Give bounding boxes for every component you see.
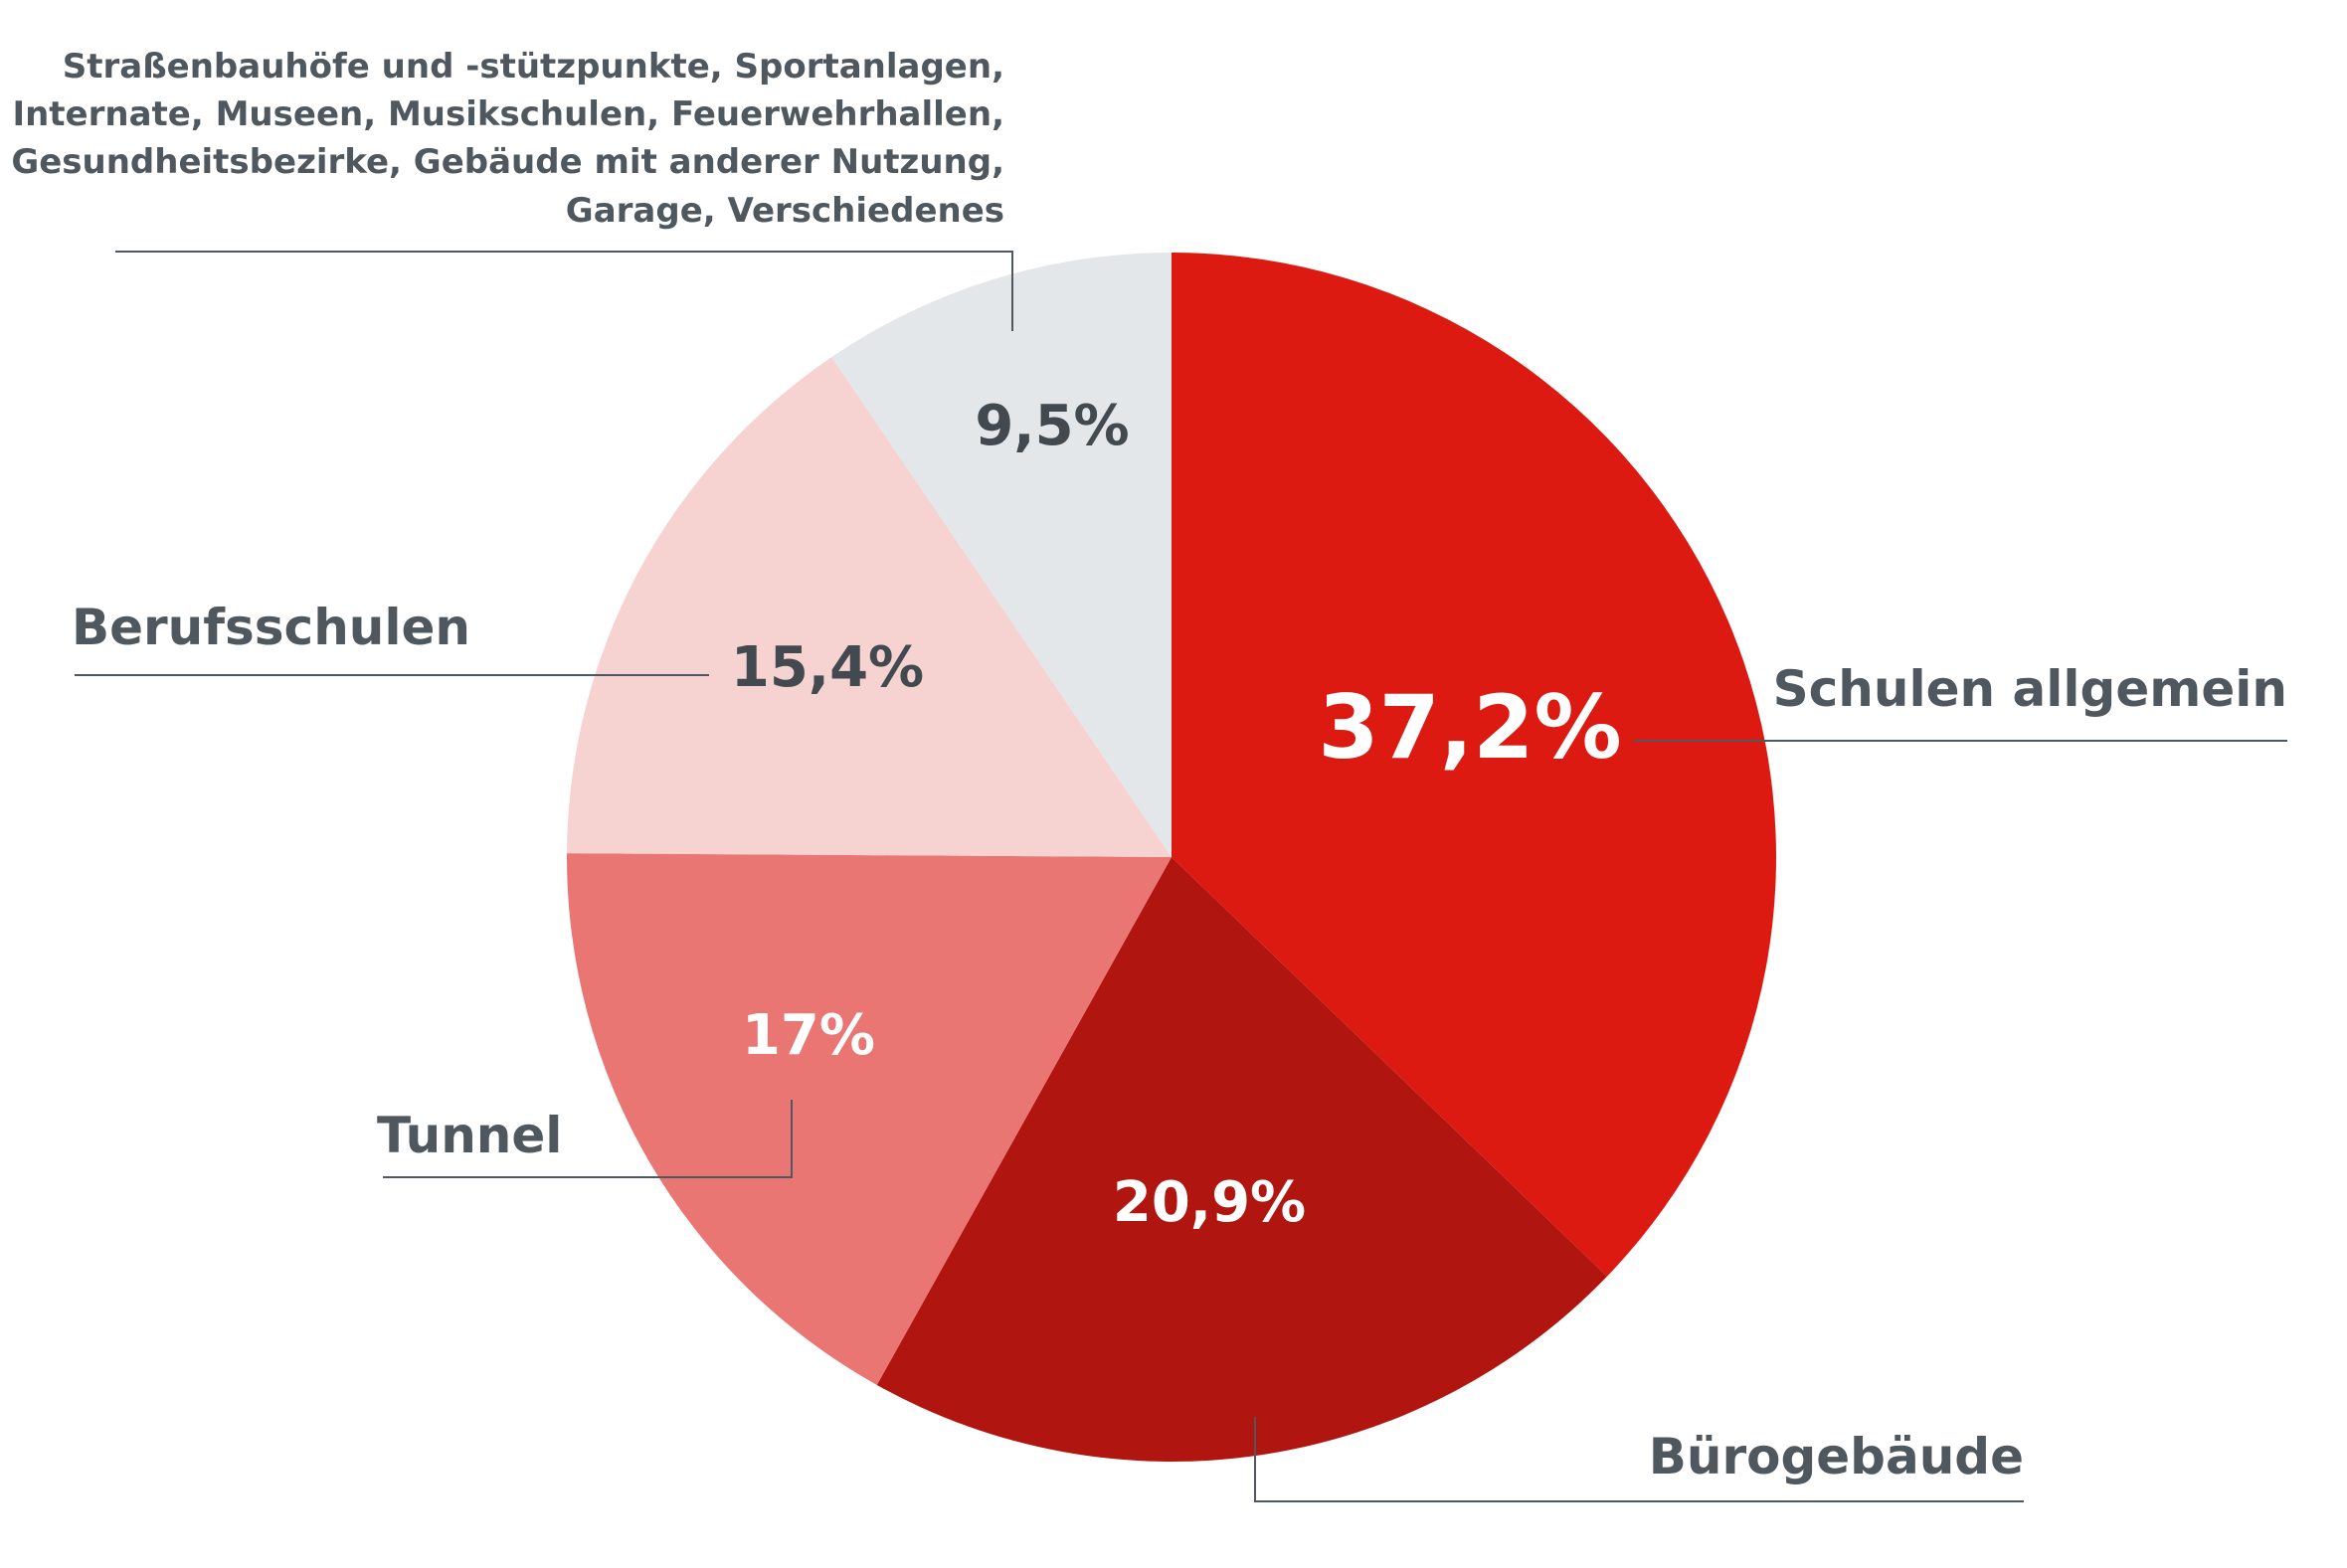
value-label-sonstige: 9,5% (975, 394, 1129, 458)
note-line-4: Garage, Verschiedenes (566, 191, 1004, 231)
value-label-schulen-allgemein: 37,2% (1318, 676, 1621, 779)
value-label-buerogebaeude: 20,9% (1113, 1170, 1306, 1235)
pie-slice-sonstige (831, 253, 1172, 857)
category-label-berufsschulen: Berufsschulen (72, 599, 470, 656)
value-label-tunnel: 17% (742, 1003, 875, 1068)
leader-line-sonstige (115, 251, 1013, 331)
pie-slices (567, 253, 1776, 1462)
other-category-note: Straßenbauhöfe und -stützpunkte, Sportan… (11, 47, 1004, 231)
category-label-schulen-allgemein: Schulen allgemein (1773, 660, 2287, 718)
note-line-2: Internate, Museen, Musikschulen, Feuerwe… (12, 94, 1004, 134)
leader-line-buerogebaeude (1254, 1417, 2024, 1502)
leader-line-tunnel (383, 1100, 793, 1178)
pie-slice-schulen-allgemein (1172, 253, 1776, 1277)
note-line-3: Gesundheitsbezirke, Gebäude mit anderer … (11, 142, 1004, 182)
note-line-1: Straßenbauhöfe und -stützpunkte, Sportan… (63, 47, 1004, 87)
pie-slice-berufsschulen (567, 357, 1172, 857)
category-label-tunnel: Tunnel (377, 1107, 562, 1164)
value-label-berufsschulen: 15,4% (731, 635, 924, 700)
pie-slice-buerogebaeude (876, 857, 1607, 1462)
pie-slice-tunnel (567, 853, 1172, 1385)
category-label-buerogebaeude: Bürogebäude (1649, 1428, 2024, 1485)
